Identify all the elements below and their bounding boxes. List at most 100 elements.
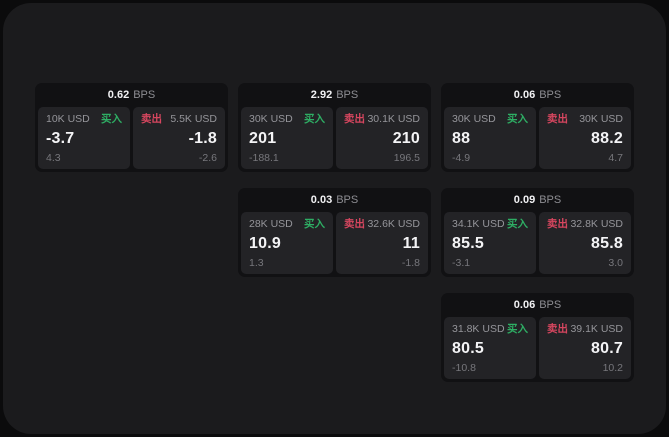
buy-price: 85.5 bbox=[452, 234, 484, 252]
sell-delta: 4.7 bbox=[608, 151, 623, 164]
sell-top-row: 卖出 32.8K USD bbox=[547, 219, 623, 230]
buy-price: 88 bbox=[452, 129, 471, 147]
sell-top-row: 卖出 5.5K USD bbox=[141, 114, 217, 125]
spread-card[interactable]: 2.92 BPS 30K USD 买入 201 -188.1 卖出 30.1K … bbox=[238, 83, 431, 172]
sell-amount: 32.6K USD bbox=[367, 218, 420, 230]
buy-top-row: 10K USD 买入 bbox=[46, 114, 122, 125]
bps-value: 0.06 bbox=[513, 298, 536, 311]
sell-price: 85.8 bbox=[591, 234, 623, 252]
sell-delta: 196.5 bbox=[393, 151, 420, 164]
bps-value: 0.03 bbox=[310, 193, 333, 206]
bps-unit-label: BPS bbox=[133, 88, 156, 101]
card-body: 34.1K USD 买入 85.5 -3.1 卖出 32.8K USD 85.8… bbox=[441, 212, 634, 277]
card-header: 0.06 BPS bbox=[441, 293, 634, 317]
buy-amount: 28K USD bbox=[249, 218, 293, 230]
buy-amount: 30K USD bbox=[249, 113, 293, 125]
sell-amount: 32.8K USD bbox=[570, 218, 623, 230]
spread-card[interactable]: 0.06 BPS 30K USD 买入 88 -4.9 卖出 30K USD 8… bbox=[441, 83, 634, 172]
buy-delta: 1.3 bbox=[249, 256, 264, 269]
card-body: 30K USD 买入 201 -188.1 卖出 30.1K USD 210 1… bbox=[238, 107, 431, 172]
buy-side-label: 买入 bbox=[507, 218, 528, 230]
spread-card[interactable]: 0.06 BPS 31.8K USD 买入 80.5 -10.8 卖出 39.1… bbox=[441, 293, 634, 382]
buy-price: 10.9 bbox=[249, 234, 281, 252]
bps-value: 2.92 bbox=[310, 88, 333, 101]
buy-top-row: 31.8K USD 买入 bbox=[452, 324, 528, 335]
buy-panel[interactable]: 31.8K USD 买入 80.5 -10.8 bbox=[444, 317, 536, 379]
buy-amount: 30K USD bbox=[452, 113, 496, 125]
sell-panel[interactable]: 卖出 32.8K USD 85.8 3.0 bbox=[539, 212, 631, 274]
buy-top-row: 28K USD 买入 bbox=[249, 219, 325, 230]
sell-delta: 3.0 bbox=[608, 256, 623, 269]
sell-top-row: 卖出 39.1K USD bbox=[547, 324, 623, 335]
sell-delta: 10.2 bbox=[602, 361, 623, 374]
sell-top-row: 卖出 32.6K USD bbox=[344, 219, 420, 230]
card-body: 28K USD 买入 10.9 1.3 卖出 32.6K USD 11 -1.8 bbox=[238, 212, 431, 277]
spread-card[interactable]: 0.62 BPS 10K USD 买入 -3.7 4.3 卖出 5.5K USD… bbox=[35, 83, 228, 172]
sell-price: 11 bbox=[402, 234, 420, 252]
buy-side-label: 买入 bbox=[304, 113, 325, 125]
buy-side-label: 买入 bbox=[304, 218, 325, 230]
spread-cards-grid: 0.62 BPS 10K USD 买入 -3.7 4.3 卖出 5.5K USD… bbox=[35, 83, 634, 382]
sell-delta: -2.6 bbox=[198, 151, 217, 164]
sell-top-row: 卖出 30K USD bbox=[547, 114, 623, 125]
sell-top-row: 卖出 30.1K USD bbox=[344, 114, 420, 125]
bps-unit-label: BPS bbox=[336, 193, 359, 206]
sell-price: 80.7 bbox=[591, 339, 623, 357]
buy-amount: 34.1K USD bbox=[452, 218, 505, 230]
sell-price: 210 bbox=[392, 129, 420, 147]
bps-value: 0.06 bbox=[513, 88, 536, 101]
bps-unit-label: BPS bbox=[539, 193, 562, 206]
spread-card[interactable]: 0.09 BPS 34.1K USD 买入 85.5 -3.1 卖出 32.8K… bbox=[441, 188, 634, 277]
card-body: 10K USD 买入 -3.7 4.3 卖出 5.5K USD -1.8 -2.… bbox=[35, 107, 228, 172]
spread-card[interactable]: 0.03 BPS 28K USD 买入 10.9 1.3 卖出 32.6K US… bbox=[238, 188, 431, 277]
sell-side-label: 卖出 bbox=[547, 323, 568, 335]
sell-amount: 5.5K USD bbox=[170, 113, 217, 125]
buy-panel[interactable]: 34.1K USD 买入 85.5 -3.1 bbox=[444, 212, 536, 274]
sell-panel[interactable]: 卖出 32.6K USD 11 -1.8 bbox=[336, 212, 428, 274]
bps-unit-label: BPS bbox=[336, 88, 359, 101]
buy-panel[interactable]: 30K USD 买入 201 -188.1 bbox=[241, 107, 333, 169]
buy-delta: 4.3 bbox=[46, 151, 61, 164]
sell-panel[interactable]: 卖出 39.1K USD 80.7 10.2 bbox=[539, 317, 631, 379]
bps-unit-label: BPS bbox=[539, 88, 562, 101]
sell-price: -1.8 bbox=[188, 129, 217, 147]
buy-top-row: 30K USD 买入 bbox=[249, 114, 325, 125]
buy-top-row: 34.1K USD 买入 bbox=[452, 219, 528, 230]
sell-delta: -1.8 bbox=[401, 256, 420, 269]
card-header: 0.03 BPS bbox=[238, 188, 431, 212]
sell-amount: 39.1K USD bbox=[570, 323, 623, 335]
buy-panel[interactable]: 28K USD 买入 10.9 1.3 bbox=[241, 212, 333, 274]
buy-panel[interactable]: 10K USD 买入 -3.7 4.3 bbox=[38, 107, 130, 169]
sell-side-label: 卖出 bbox=[547, 218, 568, 230]
app-panel: 0.62 BPS 10K USD 买入 -3.7 4.3 卖出 5.5K USD… bbox=[3, 3, 666, 434]
sell-panel[interactable]: 卖出 30K USD 88.2 4.7 bbox=[539, 107, 631, 169]
card-body: 30K USD 买入 88 -4.9 卖出 30K USD 88.2 4.7 bbox=[441, 107, 634, 172]
sell-side-label: 卖出 bbox=[344, 113, 365, 125]
buy-top-row: 30K USD 买入 bbox=[452, 114, 528, 125]
card-header: 0.09 BPS bbox=[441, 188, 634, 212]
buy-amount: 10K USD bbox=[46, 113, 90, 125]
buy-price: 201 bbox=[249, 129, 277, 147]
buy-side-label: 买入 bbox=[507, 113, 528, 125]
bps-value: 0.62 bbox=[107, 88, 130, 101]
bps-unit-label: BPS bbox=[539, 298, 562, 311]
buy-amount: 31.8K USD bbox=[452, 323, 505, 335]
buy-panel[interactable]: 30K USD 买入 88 -4.9 bbox=[444, 107, 536, 169]
buy-delta: -10.8 bbox=[452, 361, 476, 374]
bps-value: 0.09 bbox=[513, 193, 536, 206]
sell-price: 88.2 bbox=[591, 129, 623, 147]
buy-side-label: 买入 bbox=[101, 113, 122, 125]
buy-price: 80.5 bbox=[452, 339, 484, 357]
sell-amount: 30K USD bbox=[579, 113, 623, 125]
card-header: 0.06 BPS bbox=[441, 83, 634, 107]
card-header: 0.62 BPS bbox=[35, 83, 228, 107]
sell-amount: 30.1K USD bbox=[367, 113, 420, 125]
card-body: 31.8K USD 买入 80.5 -10.8 卖出 39.1K USD 80.… bbox=[441, 317, 634, 382]
sell-panel[interactable]: 卖出 30.1K USD 210 196.5 bbox=[336, 107, 428, 169]
buy-delta: -3.1 bbox=[452, 256, 471, 269]
sell-side-label: 卖出 bbox=[344, 218, 365, 230]
buy-price: -3.7 bbox=[46, 129, 75, 147]
sell-panel[interactable]: 卖出 5.5K USD -1.8 -2.6 bbox=[133, 107, 225, 169]
sell-side-label: 卖出 bbox=[547, 113, 568, 125]
